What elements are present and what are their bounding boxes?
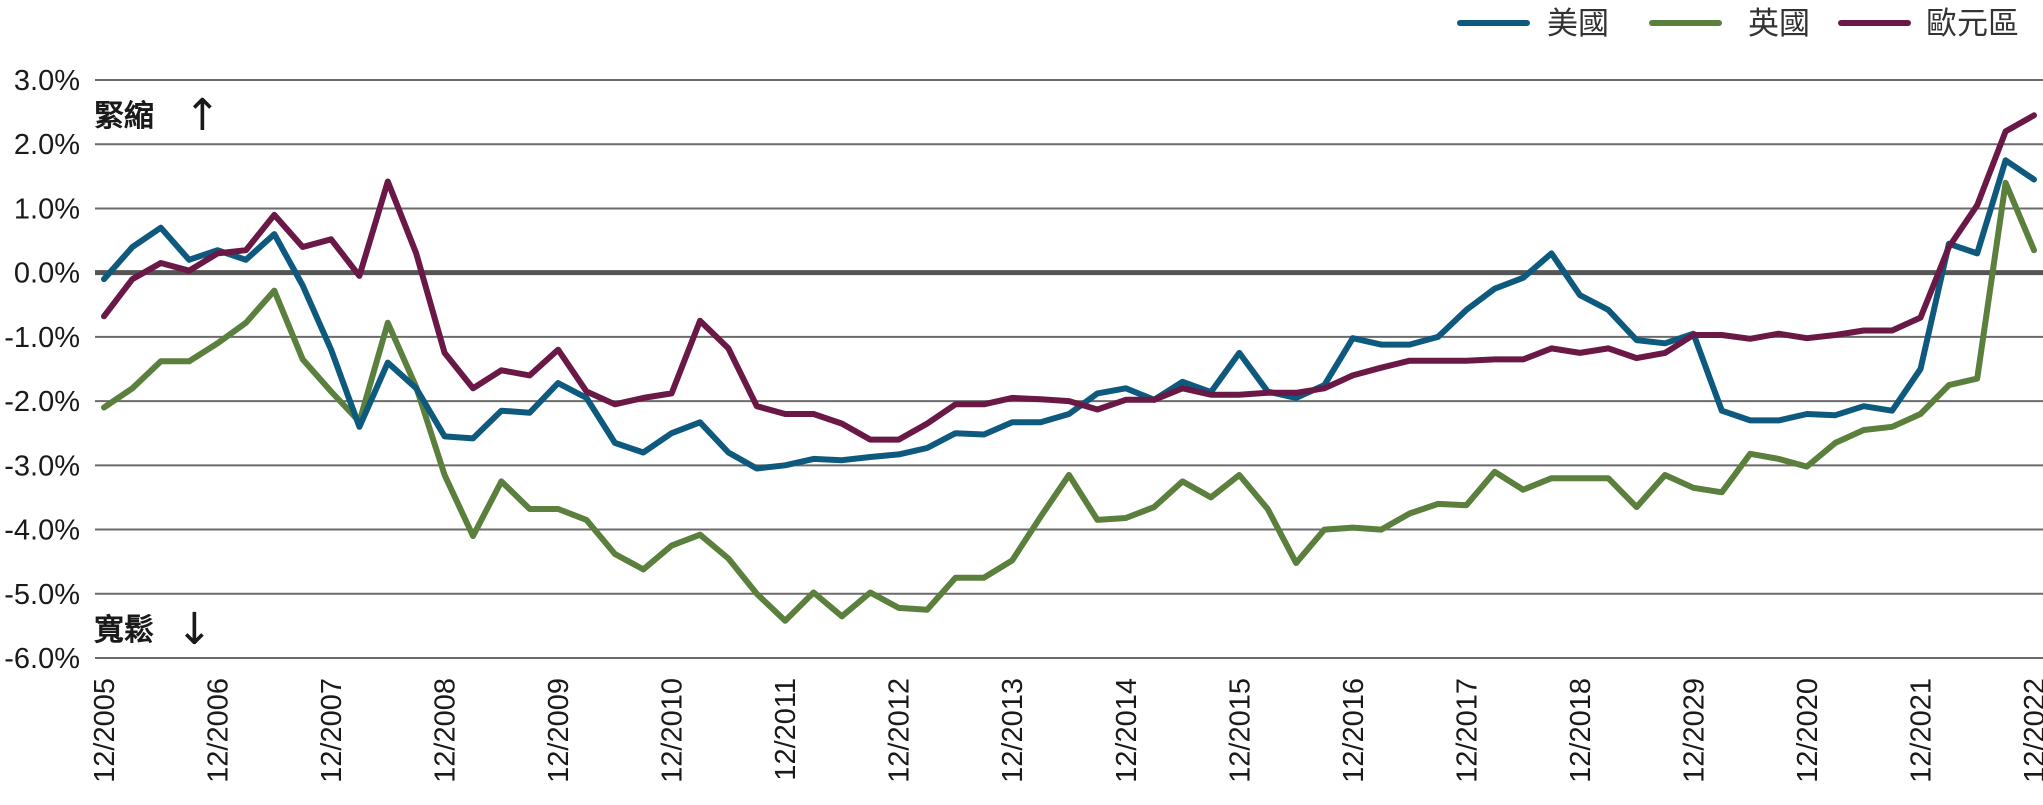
y-tick-label: 0.0% <box>14 258 80 290</box>
x-tick-label: 12/2022 <box>2019 678 2043 783</box>
x-tick-label: 12/2009 <box>543 678 575 783</box>
y-tick-label: 2.0% <box>14 129 80 161</box>
x-tick-label: 12/2013 <box>997 678 1029 783</box>
x-tick-label: 12/2008 <box>430 678 462 783</box>
x-tick-label: 12/2014 <box>1111 678 1143 783</box>
legend-label-eurozone: 歐元區 <box>1926 6 2019 42</box>
series-line-eurozone <box>101 112 2037 443</box>
x-tick-label: 12/2006 <box>203 678 235 783</box>
series-lines <box>101 112 2037 624</box>
y-tick-label: -2.0% <box>4 386 80 418</box>
series-line-uk <box>101 179 2037 624</box>
legend: 美國 英國 歐元區 <box>1457 6 2019 42</box>
y-tick-label: -5.0% <box>4 579 80 611</box>
x-tick-label: 12/2017 <box>1451 678 1483 783</box>
x-tick-label: 12/2018 <box>1565 678 1597 783</box>
legend-label-us: 美國 <box>1547 6 1609 42</box>
x-tick-label: 12/2021 <box>1905 678 1937 783</box>
x-tick-label: 12/2029 <box>1678 678 1710 783</box>
y-tick-label: -1.0% <box>4 322 80 354</box>
easing-label: 寬鬆 <box>94 613 154 648</box>
x-tick-label: 12/2012 <box>884 678 916 783</box>
series-line-us <box>101 157 2037 472</box>
y-axis-ticks: 3.0% 2.0% 1.0% 0.0% -1.0% -2.0% -3.0% -4.0% -5.0… <box>4 65 80 675</box>
y-tick-label: -4.0% <box>4 515 80 547</box>
y-tick-label: 3.0% <box>14 65 80 97</box>
up-arrow-icon: ↑ <box>184 90 221 141</box>
annotation-tightening: 緊縮 ↑ <box>94 90 221 141</box>
legend-label-uk: 英國 <box>1748 6 1810 42</box>
x-tick-label: 12/2016 <box>1338 678 1370 783</box>
tightening-label: 緊縮 <box>94 99 154 134</box>
x-tick-label: 12/2010 <box>657 678 689 783</box>
down-arrow-icon: ↓ <box>176 604 213 655</box>
x-axis-ticks: 12/2005 12/2006 12/2007 12/2008 12/2009 12/20… <box>89 678 2043 783</box>
x-tick-label: 12/2005 <box>89 678 121 783</box>
x-tick-label: 12/2011 <box>770 678 802 781</box>
y-tick-label: -6.0% <box>4 643 80 675</box>
y-tick-label: 1.0% <box>14 193 80 225</box>
y-tick-label: -3.0% <box>4 450 80 482</box>
x-tick-label: 12/2007 <box>316 678 348 783</box>
x-tick-label: 12/2015 <box>1224 678 1256 783</box>
x-tick-label: 12/2020 <box>1792 678 1824 783</box>
annotation-easing: 寬鬆 ↓ <box>94 604 213 655</box>
